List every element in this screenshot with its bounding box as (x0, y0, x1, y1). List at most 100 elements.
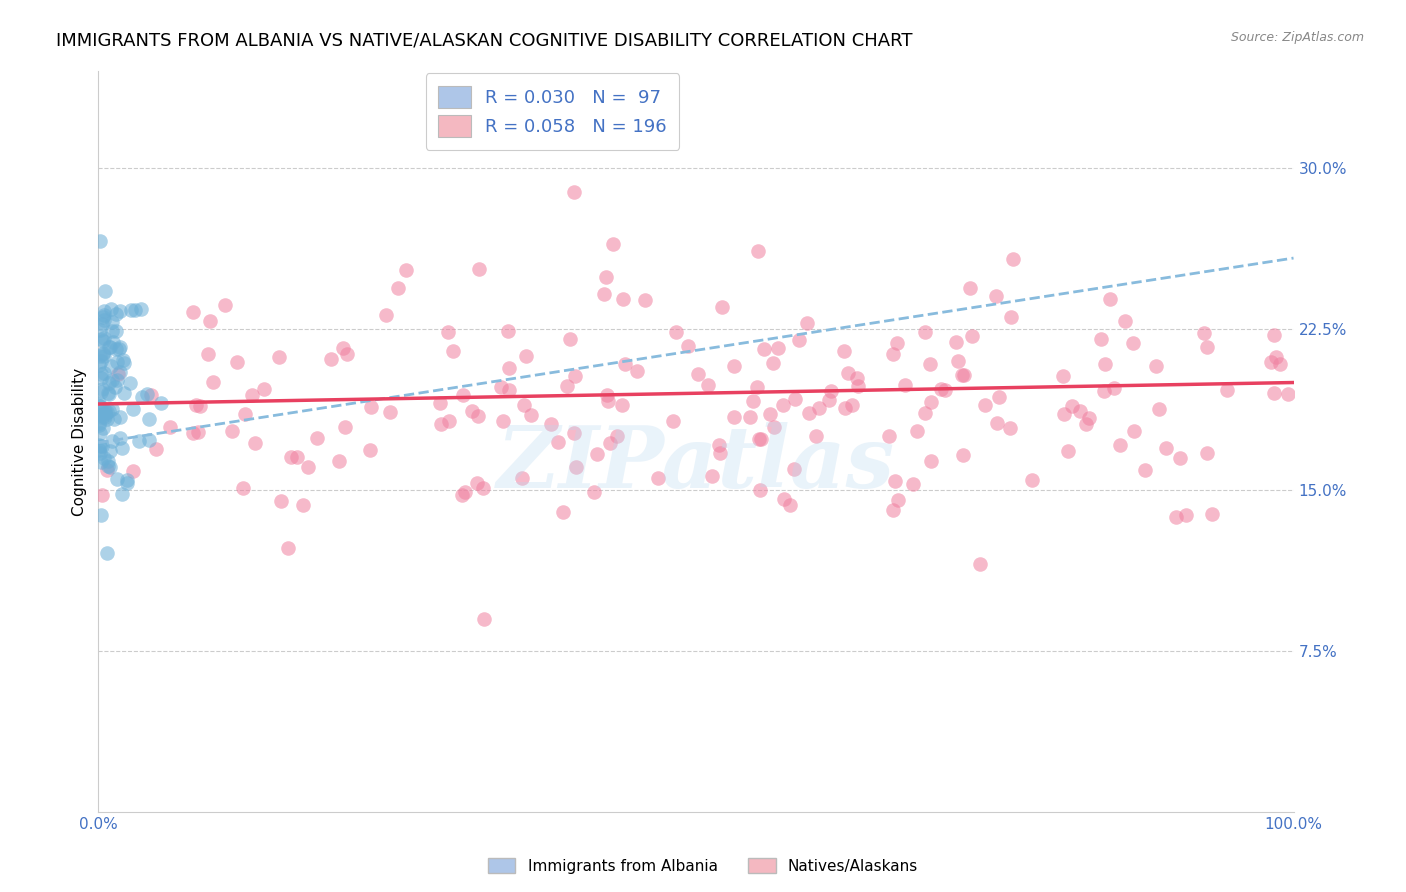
Point (110, 366, 132, 380)
Point (297, 460, 319, 475)
Point (89, 418, 111, 433)
Point (747, 244, 769, 258)
Point (832, 343, 855, 358)
Point (90, 371, 112, 385)
Point (181, 305, 204, 319)
Point (111, 487, 134, 501)
Point (948, 354, 970, 368)
Point (240, 388, 263, 402)
Point (845, 371, 868, 385)
Point (439, 414, 461, 428)
Point (1108, 438, 1130, 452)
Point (430, 417, 453, 431)
Point (596, 393, 619, 408)
Point (877, 429, 900, 443)
Point (610, 398, 633, 412)
Point (319, 351, 342, 366)
Point (808, 401, 831, 415)
Point (555, 379, 578, 393)
Point (709, 438, 731, 452)
Point (89, 446, 111, 460)
Point (98, 340, 121, 354)
Point (472, 481, 495, 495)
Point (796, 316, 818, 330)
Point (606, 429, 628, 443)
Point (564, 368, 586, 383)
Point (797, 406, 820, 420)
Point (115, 473, 138, 487)
Point (882, 503, 904, 517)
Point (87, 416, 110, 430)
Point (121, 401, 143, 416)
Point (429, 396, 451, 410)
Point (820, 384, 842, 398)
Point (595, 269, 617, 284)
Point (93, 349, 115, 363)
Point (787, 333, 810, 347)
Point (752, 342, 775, 356)
Point (1277, 386, 1299, 401)
Point (1174, 508, 1197, 522)
Point (593, 286, 616, 301)
Point (987, 390, 1010, 404)
Point (138, 433, 160, 447)
Point (90, 488, 112, 502)
Point (124, 302, 146, 317)
Point (1094, 357, 1116, 371)
Point (1122, 425, 1144, 439)
Point (90, 354, 112, 368)
Point (558, 332, 581, 346)
Point (221, 424, 243, 438)
Point (451, 388, 474, 402)
Point (93, 346, 115, 360)
Point (763, 420, 786, 434)
Point (841, 398, 863, 412)
Point (253, 382, 276, 396)
Point (520, 408, 543, 422)
Point (901, 476, 924, 491)
Point (748, 483, 770, 497)
Point (93, 308, 115, 322)
Point (986, 416, 1008, 430)
Point (97, 454, 120, 468)
Point (89, 234, 111, 248)
Point (453, 485, 475, 500)
Point (884, 474, 907, 488)
Point (678, 339, 700, 353)
Point (723, 409, 745, 424)
Point (89, 439, 111, 453)
Point (118, 376, 141, 390)
Point (90, 385, 112, 400)
Point (953, 368, 976, 382)
Point (759, 407, 782, 421)
Point (96, 546, 118, 560)
Point (960, 328, 983, 343)
Point (848, 379, 870, 393)
Point (97, 459, 120, 474)
Point (101, 373, 124, 387)
Point (108, 431, 131, 445)
Point (1133, 463, 1156, 477)
Point (105, 354, 128, 368)
Point (90, 508, 112, 522)
Point (90, 410, 112, 425)
Point (1265, 351, 1288, 365)
Point (100, 324, 122, 338)
Point (723, 359, 745, 373)
Point (465, 476, 488, 491)
Point (277, 541, 299, 556)
Point (1170, 451, 1192, 466)
Point (149, 396, 172, 410)
Point (920, 395, 942, 409)
Point (467, 409, 489, 423)
Point (914, 406, 936, 420)
Point (441, 343, 464, 358)
Point (89, 349, 111, 363)
Point (749, 432, 772, 446)
Point (492, 414, 515, 428)
Point (1021, 473, 1043, 487)
Text: ZIPatlas: ZIPatlas (496, 422, 896, 506)
Point (87, 408, 110, 422)
Point (1166, 509, 1188, 524)
Point (747, 380, 769, 394)
